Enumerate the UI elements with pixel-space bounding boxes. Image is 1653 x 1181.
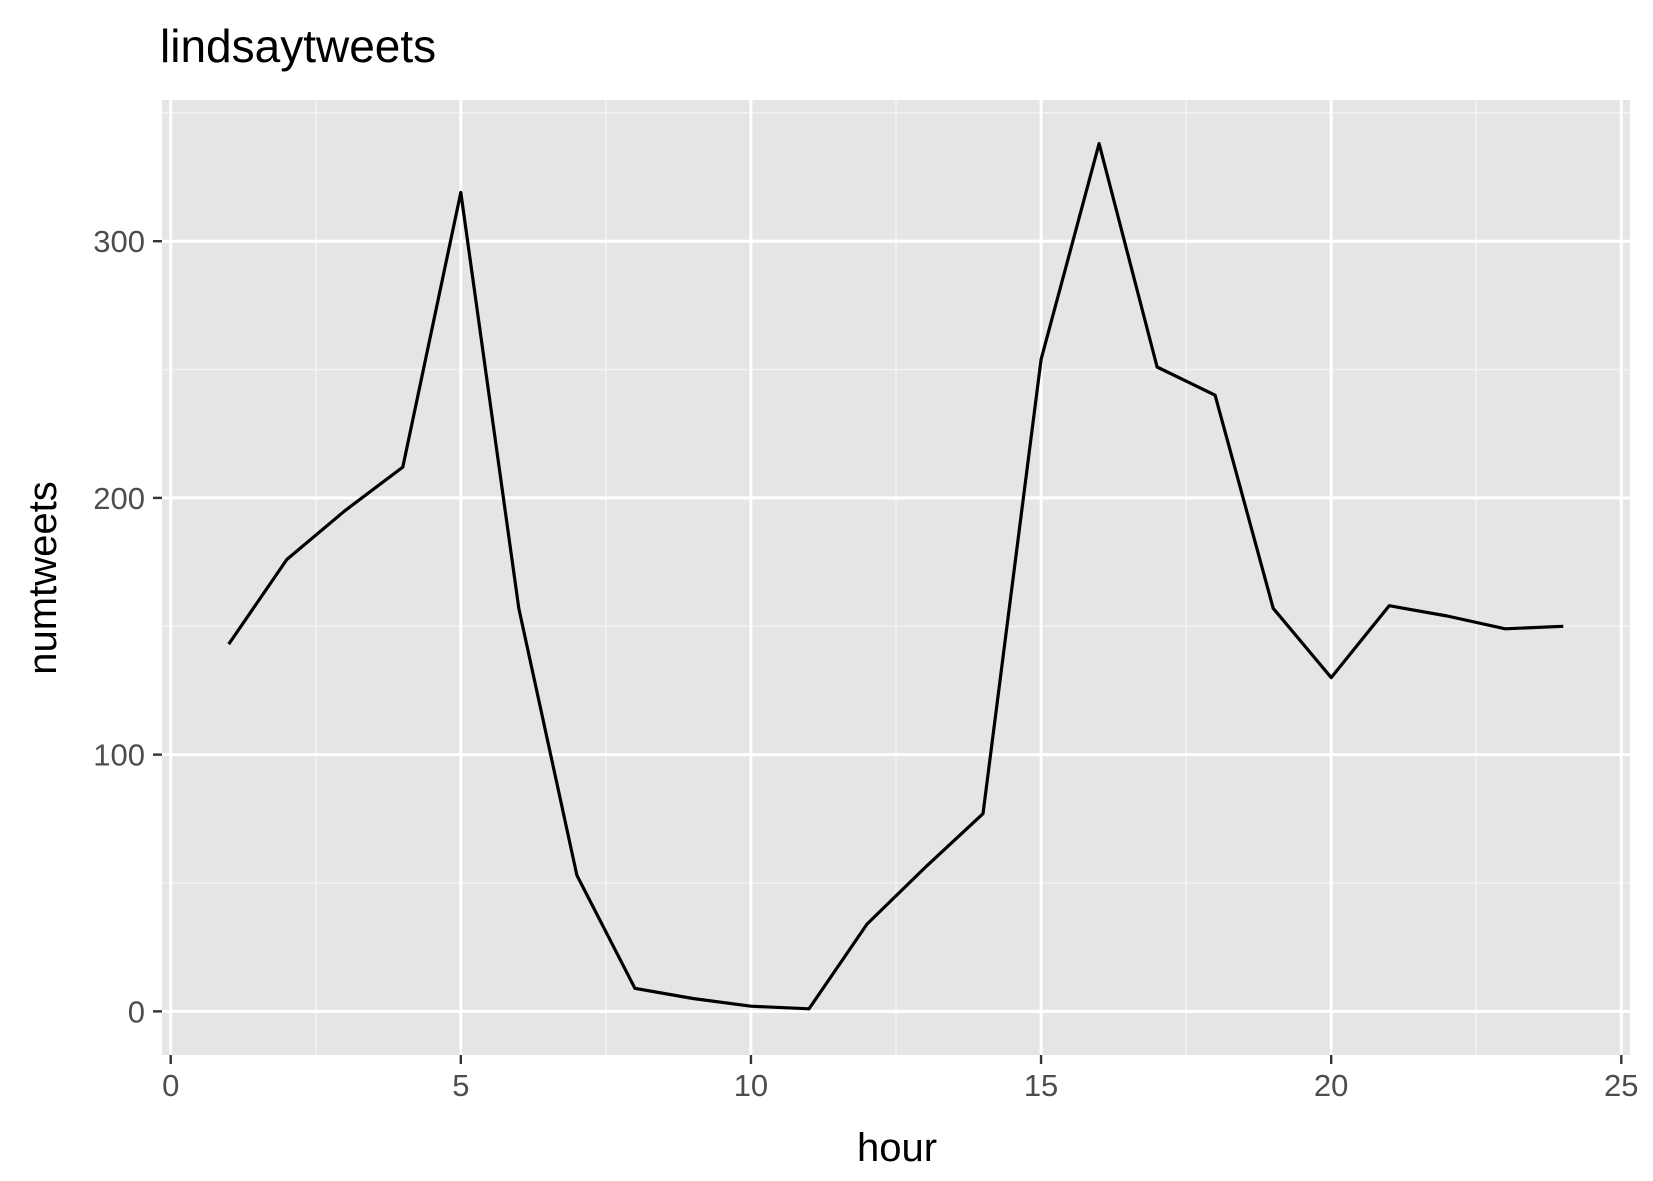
- series-line: [227, 142, 1564, 1011]
- x-axis: 0 5 10 15 20 25: [162, 1055, 1639, 1103]
- x-tick-label: 10: [734, 1068, 768, 1103]
- series-layer: [227, 142, 1564, 1011]
- y-tick-label: 100: [93, 738, 145, 773]
- x-tick-label: 5: [452, 1068, 469, 1103]
- x-tick-label: 20: [1314, 1068, 1348, 1103]
- y-axis-title: numtweets: [21, 481, 65, 674]
- x-tick-label: 0: [162, 1068, 179, 1103]
- minor-gridlines: [162, 100, 1630, 1055]
- x-tick-label: 15: [1024, 1068, 1058, 1103]
- y-tick-label: 0: [128, 994, 145, 1029]
- x-tick-label: 25: [1604, 1068, 1638, 1103]
- y-tick-label: 300: [93, 224, 145, 259]
- x-axis-title: hour: [857, 1126, 937, 1170]
- y-axis: 0 100 200 300: [93, 224, 162, 1029]
- chart-title: lindsaytweets: [160, 20, 436, 72]
- y-tick-label: 200: [93, 481, 145, 516]
- major-gridlines: [162, 100, 1630, 1055]
